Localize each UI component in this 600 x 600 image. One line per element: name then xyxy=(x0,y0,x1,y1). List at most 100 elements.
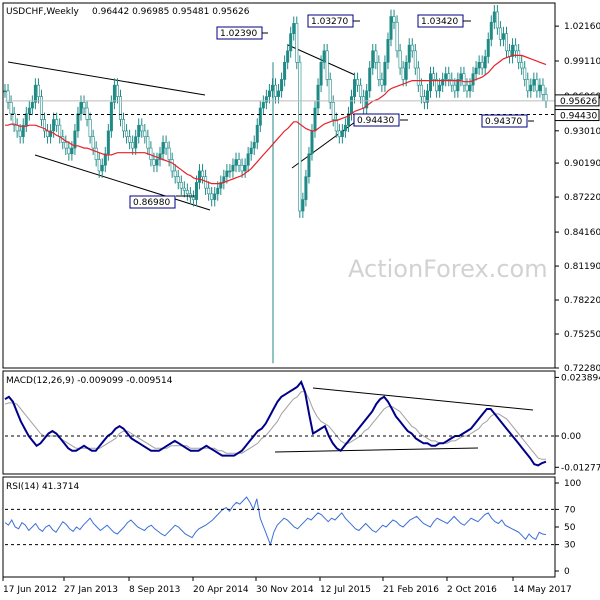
price-bar-body xyxy=(432,73,436,80)
annotation-box xyxy=(481,114,528,128)
price-bar-body xyxy=(115,84,119,97)
price-bar-body xyxy=(471,73,475,86)
price-bar-body xyxy=(529,84,533,92)
price-annotations: 0.86980 1.02390 1.03270 1.03420 0.94430 0.943… xyxy=(129,14,534,209)
price-bar-body xyxy=(495,11,499,29)
price-bar-body xyxy=(289,33,293,52)
price-bar-body xyxy=(456,79,460,92)
current-price-tag-box xyxy=(554,94,600,107)
price-bar-body xyxy=(371,50,375,69)
price-bar-body xyxy=(128,136,132,143)
price-bars xyxy=(3,5,548,364)
price-bar-body xyxy=(12,113,16,126)
price-bar-body xyxy=(425,90,429,103)
price-bar-body xyxy=(131,142,135,149)
price-bar-body xyxy=(532,79,536,86)
price-bar-body xyxy=(143,130,147,137)
price-bar-body xyxy=(264,96,268,103)
rsi-y-tick-label: 70 xyxy=(564,505,576,515)
price-bar-body xyxy=(468,84,472,92)
price-bar-body xyxy=(158,153,162,160)
x-tick-label: 14 May 2017 xyxy=(513,585,572,595)
price-bar-body xyxy=(243,164,247,172)
x-tick-label: 8 Sep 2013 xyxy=(129,585,180,595)
price-bar-body xyxy=(191,196,195,200)
price-y-tick-label: 0.84160 xyxy=(564,228,600,238)
price-bar-body xyxy=(134,136,138,149)
price-bar-body xyxy=(398,50,402,69)
price-bar-body xyxy=(474,67,478,75)
macd-y-tick-label: 0.00 xyxy=(561,432,581,442)
price-bar-body xyxy=(441,79,445,86)
price-bar-body xyxy=(194,182,198,200)
price-bar-body xyxy=(462,73,466,86)
rsi-title: RSI(14) 41.3714 xyxy=(6,482,79,492)
price-bar-body xyxy=(307,153,311,177)
price-bar-body xyxy=(444,73,448,80)
price-bar-body xyxy=(277,90,281,97)
price-bar-body xyxy=(346,113,350,126)
rsi-y-tick-label: 30 xyxy=(564,541,576,551)
price-bar-body xyxy=(526,79,530,92)
price-bar-body xyxy=(67,147,71,155)
price-bar-body xyxy=(435,79,439,92)
price-bar-body xyxy=(255,124,259,143)
price-bar-body xyxy=(380,79,384,86)
macd-y-axis: 0.023894 0.00 -0.012772 xyxy=(5,373,600,473)
price-bar-body xyxy=(155,159,159,166)
macd-panel: MACD(12,26,9) -0.009099 -0.009514 0.0238… xyxy=(2,370,600,475)
price-bar-body xyxy=(377,61,381,80)
price-bar-body xyxy=(140,124,144,132)
price-bar-body xyxy=(374,50,378,63)
price-bar-body xyxy=(413,50,417,69)
price-bar-body xyxy=(273,84,277,97)
rsi-y-axis: 100 70 50 30 0 xyxy=(5,479,581,577)
price-y-tick-label: 0.75250 xyxy=(564,330,600,340)
price-bar-body xyxy=(419,84,423,97)
price-bar-body xyxy=(353,79,357,97)
rsi-y-tick-label: 50 xyxy=(564,523,576,533)
price-bar-body xyxy=(368,67,372,92)
annotation-label: 0.94430 xyxy=(357,116,394,126)
macd-trendline xyxy=(312,387,534,411)
macd-title: MACD(12,26,9) -0.009099 -0.009514 xyxy=(6,376,173,386)
price-y-tick-label: 0.90190 xyxy=(564,159,600,169)
price-bar-body xyxy=(404,61,408,80)
price-y-tick-label: 0.93010 xyxy=(564,127,600,137)
price-bar-body xyxy=(97,159,101,172)
x-tick-label: 27 Jan 2013 xyxy=(64,585,118,595)
price-bar-body xyxy=(179,182,183,189)
price-bar-body xyxy=(76,113,80,132)
rsi-y-tick-label: 100 xyxy=(564,479,581,489)
price-bar-body xyxy=(422,96,426,103)
level-price-tag: 0.94430 xyxy=(560,112,597,122)
price-bar-body xyxy=(389,16,393,40)
price-bar-body xyxy=(295,23,299,63)
x-tick-label: 17 Jun 2012 xyxy=(3,585,57,595)
annotation-label: 0.94370 xyxy=(485,117,522,127)
price-bar-body xyxy=(280,79,284,92)
price-bar-body xyxy=(85,107,89,120)
price-bar-body xyxy=(301,199,305,212)
price-bar-body xyxy=(237,159,241,166)
price-bar-body xyxy=(450,79,454,86)
macd-panel-frame xyxy=(2,370,556,475)
price-bar-body xyxy=(392,16,396,23)
macd-trendlines xyxy=(274,387,534,453)
price-bar-body xyxy=(447,73,451,80)
price-bar-body xyxy=(6,90,10,103)
price-bar-body xyxy=(313,107,317,132)
price-bar-body xyxy=(286,50,290,63)
price-bar-body xyxy=(112,84,116,103)
price-bar-body xyxy=(523,67,527,80)
price-bar-body xyxy=(210,193,214,200)
price-bar-body xyxy=(304,176,308,200)
price-bar-body xyxy=(228,170,232,173)
price-bar-body xyxy=(49,130,53,137)
price-bar-body xyxy=(328,79,332,103)
price-bar-body xyxy=(219,182,223,189)
price-bar-body xyxy=(535,79,539,92)
price-bar-body xyxy=(152,159,156,166)
signal-line xyxy=(4,391,546,460)
price-bar-body xyxy=(407,44,411,63)
